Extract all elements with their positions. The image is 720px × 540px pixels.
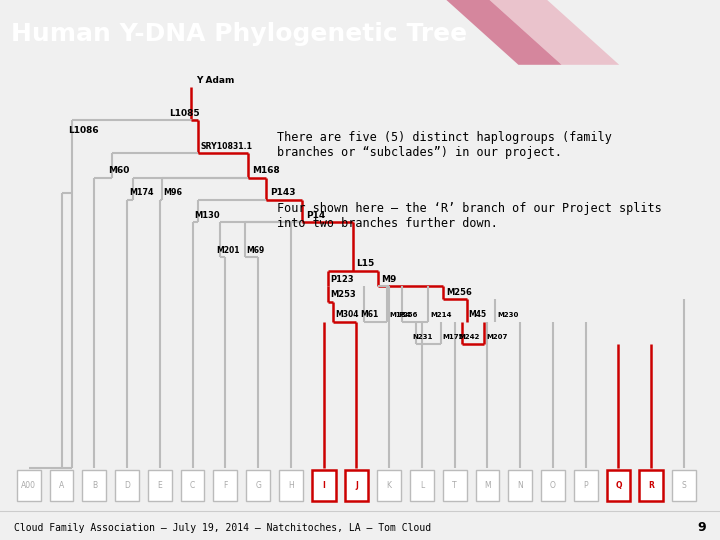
Text: M168: M168	[252, 166, 280, 176]
Text: L15: L15	[356, 259, 374, 268]
Bar	[148, 470, 172, 501]
Text: M61: M61	[360, 310, 378, 319]
Text: P123: P123	[330, 275, 354, 284]
Bar	[213, 470, 238, 501]
Bar	[410, 470, 434, 501]
Text: M214: M214	[431, 312, 452, 318]
Text: A: A	[59, 481, 64, 490]
Text: Q: Q	[615, 481, 622, 490]
Bar	[82, 470, 107, 501]
Text: L1086: L1086	[68, 126, 99, 136]
Text: M304: M304	[335, 310, 359, 319]
Bar	[377, 470, 401, 501]
Bar	[344, 470, 368, 501]
Bar	[115, 470, 139, 501]
Bar	[672, 470, 696, 501]
Bar	[17, 470, 41, 501]
Text: D: D	[124, 481, 130, 490]
Text: L: L	[420, 481, 424, 490]
Polygon shape	[446, 0, 562, 65]
Text: M130: M130	[194, 211, 220, 220]
Text: Cloud Family Association – July 19, 2014 – Natchitoches, LA – Tom Cloud: Cloud Family Association – July 19, 2014…	[14, 523, 431, 532]
Text: G: G	[255, 481, 261, 490]
Text: M9: M9	[382, 275, 397, 284]
Text: M184: M184	[390, 312, 411, 318]
Bar	[181, 470, 204, 501]
Text: H: H	[288, 481, 294, 490]
Text: S: S	[682, 481, 686, 490]
Text: P14: P14	[306, 211, 325, 220]
Text: P: P	[583, 481, 588, 490]
Text: L1085: L1085	[169, 109, 200, 118]
Text: P256: P256	[398, 312, 418, 318]
Text: T: T	[452, 481, 457, 490]
Bar	[639, 470, 663, 501]
Bar	[476, 470, 500, 501]
Text: M60: M60	[108, 166, 130, 176]
Text: Human Y-DNA Phylogenetic Tree: Human Y-DNA Phylogenetic Tree	[11, 22, 467, 46]
Bar	[279, 470, 302, 501]
Text: M242: M242	[459, 334, 480, 340]
Text: M96: M96	[163, 188, 182, 198]
Text: Y Adam: Y Adam	[197, 76, 235, 85]
Text: M253: M253	[330, 291, 356, 299]
Text: M: M	[484, 481, 491, 490]
Bar	[312, 470, 336, 501]
Text: K: K	[387, 481, 392, 490]
Bar	[443, 470, 467, 501]
Text: M69: M69	[246, 246, 264, 255]
Text: R: R	[648, 481, 654, 490]
Text: There are five (5) distinct haplogroups (family
branches or “subclades”) in our : There are five (5) distinct haplogroups …	[277, 131, 612, 159]
Text: M201: M201	[216, 246, 240, 255]
Text: M174: M174	[130, 188, 154, 198]
Text: P143: P143	[270, 188, 295, 198]
Text: M45: M45	[469, 310, 487, 319]
Bar	[606, 470, 631, 501]
Text: C: C	[190, 481, 195, 490]
Text: 9: 9	[697, 521, 706, 534]
Bar	[246, 470, 270, 501]
Polygon shape	[490, 0, 619, 65]
Bar	[50, 470, 73, 501]
Text: O: O	[550, 481, 556, 490]
Text: I: I	[323, 481, 325, 490]
Bar	[508, 470, 532, 501]
Text: A00: A00	[22, 481, 36, 490]
Text: N: N	[518, 481, 523, 490]
Text: SRY10831.1: SRY10831.1	[201, 142, 253, 151]
Bar	[541, 470, 565, 501]
Text: Four shown here – the ‘R’ branch of our Project splits
into two branches further: Four shown here – the ‘R’ branch of our …	[277, 202, 662, 230]
Text: M230: M230	[498, 312, 519, 318]
Text: M175: M175	[443, 334, 464, 340]
Text: J: J	[355, 481, 358, 490]
Text: M256: M256	[446, 288, 472, 297]
Text: N231: N231	[413, 334, 433, 340]
Text: F: F	[223, 481, 228, 490]
Text: E: E	[158, 481, 162, 490]
Text: B: B	[91, 481, 97, 490]
Text: M207: M207	[486, 334, 508, 340]
Bar	[574, 470, 598, 501]
